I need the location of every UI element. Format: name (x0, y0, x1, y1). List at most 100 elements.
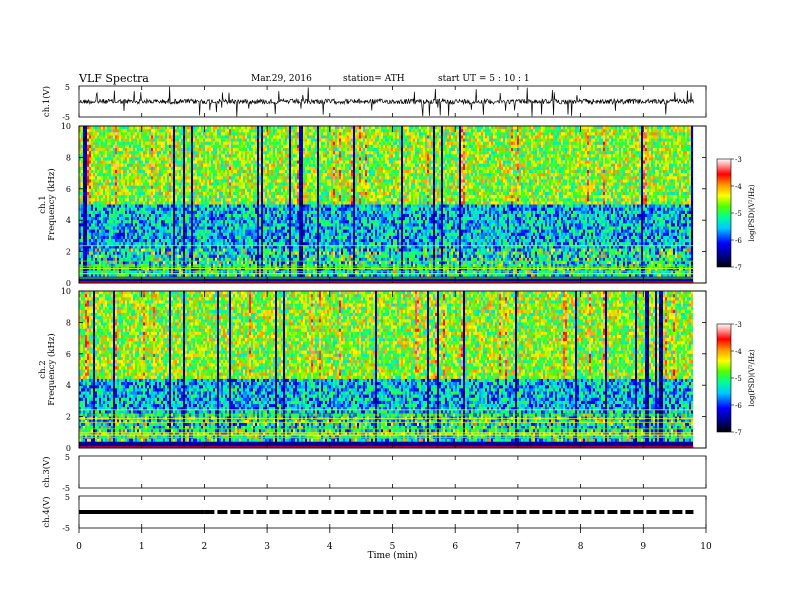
spectrogram-cell (251, 252, 253, 255)
spectrogram-cell (255, 179, 257, 182)
spectrogram-cell (115, 145, 117, 148)
spectrogram-cell (125, 255, 127, 258)
spectrogram-cell (157, 173, 159, 176)
spectrogram-cell (219, 173, 221, 176)
spectrogram-cell (193, 170, 195, 173)
spectrogram-cell (139, 148, 141, 151)
spectrogram-cell (161, 151, 163, 154)
spectrogram-cell (229, 148, 231, 151)
spectrogram-cell (153, 139, 155, 142)
spectrogram-cell (129, 135, 131, 138)
spectrogram-cell (187, 170, 189, 173)
spectrogram-cell (257, 198, 259, 201)
spectrogram-cell (141, 167, 143, 170)
spectrogram-cell (229, 157, 231, 160)
spectrogram-cell (89, 176, 91, 179)
spectrogram-cell (107, 248, 109, 251)
spectrogram-cell (269, 173, 271, 176)
spectrogram-cell (195, 129, 197, 132)
spectrogram-cell (163, 239, 165, 242)
spectrogram-cell (187, 223, 189, 226)
spectrogram-cell (155, 261, 157, 264)
spectrogram-cell (215, 198, 217, 201)
spectrogram-cell (203, 192, 205, 195)
spectrogram-cell (141, 223, 143, 226)
spectrogram-cell (215, 189, 217, 192)
spectrogram-cell (155, 161, 157, 164)
spectrogram-cell (105, 154, 107, 157)
spectrogram-cell (175, 148, 177, 151)
spectrogram-cell (173, 255, 175, 258)
spectrogram-cell (147, 236, 149, 239)
spectrogram-cell (141, 214, 143, 217)
spectrogram-cell (241, 226, 243, 229)
spectrogram-cell (169, 167, 171, 170)
spectrogram-cell (131, 157, 133, 160)
spectrogram-cell (177, 157, 179, 160)
spectrogram-cell (215, 223, 217, 226)
spectrogram-cell (271, 252, 273, 255)
spectrogram-cell (159, 220, 161, 223)
spectrogram-cell (165, 173, 167, 176)
spectrogram-cell (81, 170, 83, 173)
spectrogram-cell (213, 192, 215, 195)
spectrogram-cell (171, 192, 173, 195)
spectrogram-cell (231, 135, 233, 138)
spectrogram-cell (169, 236, 171, 239)
spectrogram-cell (223, 192, 225, 195)
spectrogram-cell (159, 226, 161, 229)
spectrogram-cell (85, 139, 87, 142)
y-axis-label: ch.4(V) (41, 496, 52, 527)
spectrogram-cell (153, 205, 155, 208)
spectrogram-cell (129, 142, 131, 145)
spectrogram-cell (105, 176, 107, 179)
spectrogram-cell (99, 226, 101, 229)
spectrogram-cell (133, 173, 135, 176)
spectrogram-cell (95, 186, 97, 189)
spectrogram-cell (257, 179, 259, 182)
spectrogram-cell (91, 151, 93, 154)
spectrogram-cell (271, 173, 273, 176)
spectrogram-cell (123, 183, 125, 186)
spectrogram-cell (145, 233, 147, 236)
spectrogram-cell (125, 214, 127, 217)
spectrogram-cell (213, 226, 215, 229)
spectrogram-cell (229, 195, 231, 198)
spectrogram-cell (111, 261, 113, 264)
spectrogram-cell (173, 186, 175, 189)
spectrogram-cell (103, 173, 105, 176)
spectrogram-cell (121, 126, 123, 129)
spectrogram-cell (135, 183, 137, 186)
spectrogram-cell (247, 239, 249, 242)
spectrogram-cell (245, 208, 247, 211)
spectrogram-cell (185, 198, 187, 201)
spectrogram-cell (161, 205, 163, 208)
spectrogram-cell (239, 142, 241, 145)
spectrogram-cell (243, 142, 245, 145)
spectrogram-cell (267, 239, 269, 242)
spectrogram-cell (171, 176, 173, 179)
spectrogram-cell (183, 176, 185, 179)
spectrogram-cell (217, 195, 219, 198)
spectrogram-cell (253, 211, 255, 214)
spectrogram-cell (175, 142, 177, 145)
spectrogram-cell (203, 233, 205, 236)
spectrogram-cell (99, 126, 101, 129)
spectrogram-cell (135, 154, 137, 157)
spectrogram-cell (269, 223, 271, 226)
spectrogram-cell (133, 214, 135, 217)
spectrogram-cell (159, 139, 161, 142)
spectrogram-cell (213, 186, 215, 189)
spectrogram-cell (161, 255, 163, 258)
spectrogram-cell (139, 164, 141, 167)
spectrogram-cell (267, 176, 269, 179)
spectrogram-cell (215, 252, 217, 255)
spectrogram-cell (149, 261, 151, 264)
spectrogram-cell (253, 239, 255, 242)
spectrogram-cell (119, 248, 121, 251)
spectrogram-cell (157, 236, 159, 239)
spectrogram-cell (117, 223, 119, 226)
spectrogram-cell (99, 233, 101, 236)
spectrogram-cell (173, 252, 175, 255)
spectrogram-cell (177, 208, 179, 211)
